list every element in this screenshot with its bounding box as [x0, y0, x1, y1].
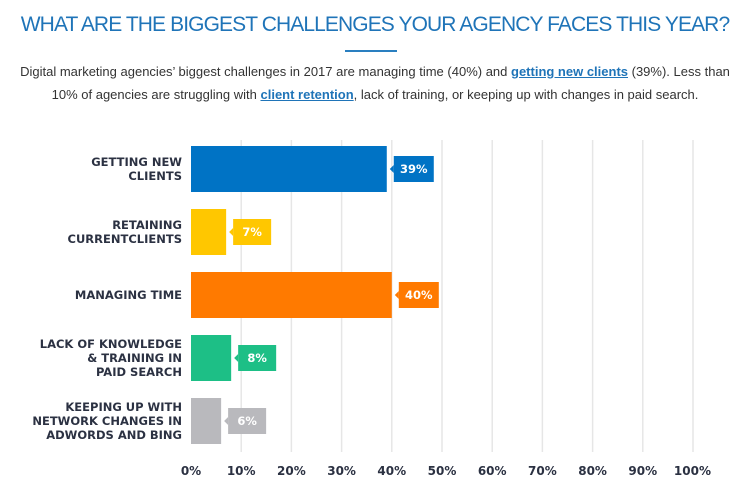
- x-tick-label: 100%: [674, 464, 711, 478]
- data-label-box: [398, 282, 439, 308]
- x-tick-label: 70%: [528, 464, 557, 478]
- subtitle-text: , lack of training, or keeping up with c…: [353, 87, 699, 102]
- bar: [191, 398, 222, 444]
- data-label-pointer: [389, 165, 394, 173]
- bar: [191, 209, 227, 255]
- subtitle: Digital marketing agencies’ biggest chal…: [20, 60, 730, 106]
- x-tick-label: 20%: [277, 464, 306, 478]
- subtitle-text: (39%). Less than 10% of agencies are str…: [51, 64, 730, 102]
- data-label: 6%: [237, 414, 257, 428]
- category-label: KEEPING UP WITH: [65, 400, 182, 414]
- x-tick-label: 90%: [628, 464, 657, 478]
- data-label-pointer: [224, 417, 229, 425]
- category-label: & TRAINING IN: [87, 351, 182, 365]
- category-label: PAID SEARCH: [96, 365, 182, 379]
- category-label: CLIENTS: [128, 169, 182, 183]
- x-tick-label: 0%: [181, 464, 201, 478]
- data-label-box: [228, 408, 267, 434]
- category-label: RETAINING: [112, 218, 182, 232]
- data-label-box: [233, 219, 272, 245]
- category-label: NETWORK CHANGES IN: [32, 414, 182, 428]
- category-label: ADWORDS AND BING: [46, 428, 182, 442]
- category-label: LACK OF KNOWLEDGE: [40, 337, 182, 351]
- x-tick-label: 40%: [377, 464, 406, 478]
- bar: [191, 146, 387, 192]
- data-label: 7%: [242, 225, 262, 239]
- link-client-retention[interactable]: client retention: [260, 87, 354, 102]
- data-label: 39%: [400, 162, 428, 176]
- x-tick-label: 50%: [428, 464, 457, 478]
- page-title: WHAT ARE THE BIGGEST CHALLENGES YOUR AGE…: [20, 13, 730, 36]
- data-label-box: [393, 156, 434, 182]
- x-tick-label: 10%: [227, 464, 256, 478]
- category-label: CURRENTCLIENTS: [68, 232, 182, 246]
- data-label-pointer: [234, 354, 239, 362]
- category-label: GETTING NEW: [91, 155, 182, 169]
- data-label-pointer: [394, 291, 399, 299]
- data-label: 40%: [405, 288, 433, 302]
- subtitle-text: Digital marketing agencies’ biggest chal…: [20, 64, 511, 79]
- data-label: 8%: [247, 351, 267, 365]
- category-label: MANAGING TIME: [75, 288, 182, 302]
- x-tick-label: 30%: [327, 464, 356, 478]
- x-tick-label: 60%: [478, 464, 507, 478]
- data-label-box: [238, 345, 277, 371]
- x-tick-label: 80%: [578, 464, 607, 478]
- title-divider: [345, 50, 397, 52]
- data-label-pointer: [229, 228, 234, 236]
- bar: [191, 272, 392, 318]
- bar: [191, 335, 232, 381]
- link-getting-new-clients[interactable]: getting new clients: [511, 64, 629, 79]
